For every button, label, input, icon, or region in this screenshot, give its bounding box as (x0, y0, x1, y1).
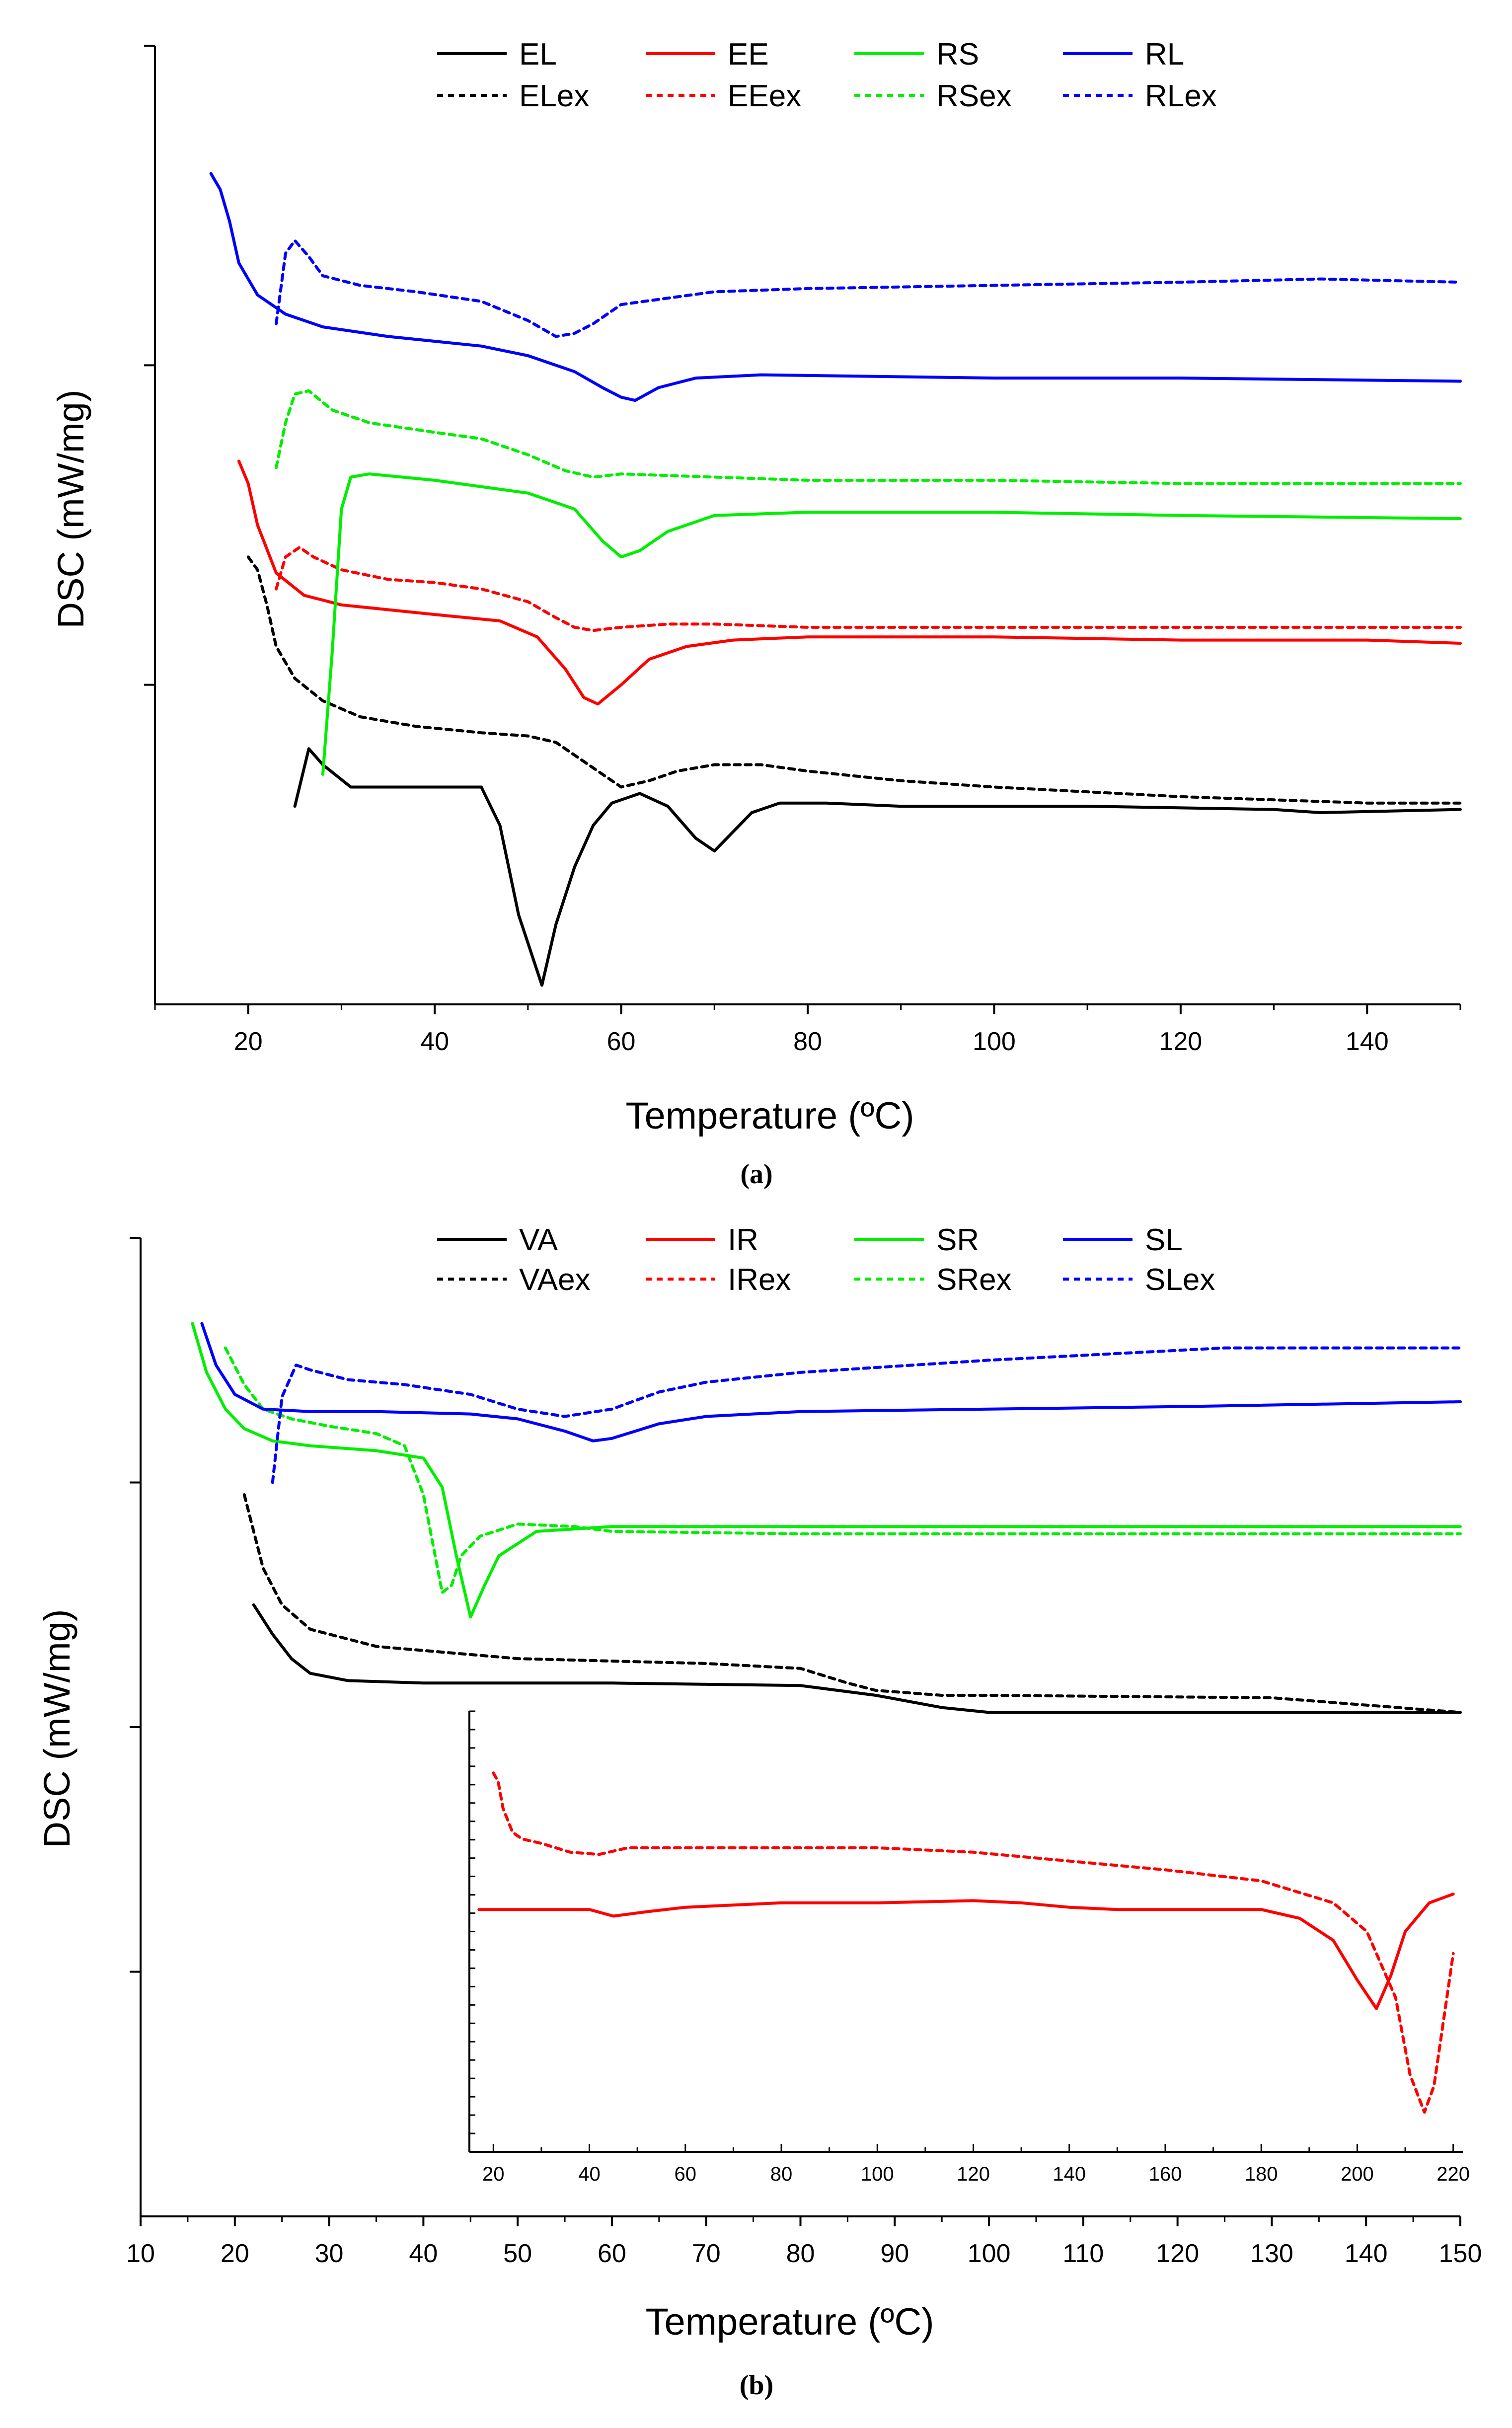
panel-a-series-rsex (275, 389, 1462, 485)
panel-a-legend-label-rs: RS (936, 37, 979, 72)
panel-b-x-tick-label: 30 (315, 2239, 344, 2268)
panel-b-legend-label-sr: SR (936, 1223, 979, 1257)
panel-b-x-tick-label: 120 (1156, 2239, 1199, 2268)
panel-a-x-tick-label: 80 (793, 1027, 822, 1056)
panel-a-legend-label-el: EL (519, 37, 557, 72)
panel-b-x-tick-label: 130 (1250, 2239, 1293, 2268)
panel-b-x-tick-label: 10 (126, 2239, 155, 2268)
panel-b-x-tick-label: 40 (409, 2239, 438, 2268)
panel-a-series-rl (209, 172, 1462, 402)
panel-b-legend-label-va: VA (519, 1223, 558, 1257)
panel-b-x-tick-label: 140 (1345, 2239, 1388, 2268)
inset-x-tick-label: 20 (482, 2163, 505, 2185)
panel-b-legend-label-sl: SL (1145, 1223, 1183, 1257)
panel-a-series-eeex (275, 546, 1462, 632)
panel-b-plot-area (191, 1322, 1462, 1714)
inset-x-tick-label: 80 (770, 2163, 793, 2185)
panel-a-plot-area (209, 172, 1462, 987)
panel-b-series-slex (271, 1346, 1462, 1484)
panel-a-x-tick-label: 60 (607, 1027, 636, 1056)
panel-a-series-el (293, 747, 1462, 987)
panel-a-x-axis-label: Temperature (ºC) (625, 1095, 914, 1137)
panel-a-legend-label-eeex: EEex (728, 79, 801, 113)
panel-a-x-tick-label: 40 (420, 1027, 449, 1056)
panel-a-label: (a) (740, 1159, 772, 1190)
panel-b-legend-label-irex: IRex (728, 1263, 791, 1297)
panel-b-legend-label-srex: SRex (936, 1263, 1012, 1297)
panel-b-y-axis-label: DSC (mW/mg) (36, 1609, 77, 1848)
inset-x-tick-label: 60 (675, 2163, 697, 2185)
panel-b-x-tick-label: 50 (503, 2239, 532, 2268)
panel-b-legend-label-ir: IR (728, 1223, 758, 1257)
inset-x-tick-label: 180 (1245, 2163, 1278, 2185)
panel-a-legend-label-rsex: RSex (936, 79, 1012, 113)
panel-a-x-tick-label: 120 (1159, 1027, 1202, 1056)
panel-b-inset: 20 40 60 80 100 120 140 160 180 200 220 (468, 1710, 1470, 2185)
panel-a-legend-label-ee: EE (728, 37, 769, 72)
panel-b-legend-label-vaex: VAex (519, 1263, 591, 1297)
panel-b-x-tick-label: 150 (1439, 2239, 1482, 2268)
panel-b-x-tick-label: 110 (1062, 2239, 1104, 2268)
panel-b-x-tick-label: 90 (880, 2239, 909, 2268)
panel-a-legend-label-rl: RL (1145, 37, 1184, 72)
inset-x-tick-label: 200 (1341, 2163, 1374, 2185)
panel-a-series-ee (237, 459, 1462, 706)
panel-b-x-tick-label: 100 (968, 2239, 1011, 2268)
panel-b: 10 20 30 40 50 60 70 80 90 100 110 120 130 140 150 VA I… (36, 1223, 1482, 2401)
panel-b-x-axis-label: Temperature (ºC) (645, 2301, 934, 2343)
panel-b-x-tick-label: 60 (598, 2239, 626, 2268)
panel-a-axes: 20 40 60 80 100 120 140 (144, 45, 1461, 1056)
panel-b-axes: 10 20 30 40 50 60 70 80 90 100 110 120 130 140 150 (126, 1237, 1482, 2268)
panel-a-series-rs (321, 472, 1462, 776)
panel-b-series-vaex (242, 1493, 1462, 1714)
panel-a-legend-label-rlex: RLex (1145, 79, 1217, 113)
inset-x-tick-label: 100 (861, 2163, 894, 2185)
panel-b-legend-label-slex: SLex (1145, 1263, 1215, 1297)
panel-a-x-tick-label: 20 (234, 1027, 263, 1056)
inset-x-tick-label: 40 (578, 2163, 601, 2185)
panel-a-legend-label-elex: ELex (519, 79, 589, 113)
panel-a-y-axis-label: DSC (mW/mg) (50, 390, 91, 629)
inset-x-tick-label: 220 (1436, 2163, 1470, 2185)
panel-b-label: (b) (740, 2370, 773, 2401)
panel-a-legend: EL EE RS RL ELex EEex RSex RLex (437, 37, 1217, 113)
panel-b-legend: VA IR SR SL VAex IRex SRex SLex (437, 1223, 1215, 1297)
panel-b-x-tick-label: 70 (692, 2239, 721, 2268)
panel-a-x-tick-label: 140 (1346, 1027, 1389, 1056)
panel-b-x-tick-label: 20 (221, 2239, 249, 2268)
inset-x-tick-label: 120 (957, 2163, 990, 2185)
inset-x-tick-label: 160 (1149, 2163, 1182, 2185)
panel-a-series-elex (246, 555, 1462, 805)
panel-b-series-va (252, 1603, 1462, 1714)
panel-b-x-tick-label: 80 (786, 2239, 815, 2268)
panel-b-series-srex (224, 1346, 1462, 1594)
inset-x-tick-label: 140 (1053, 2163, 1086, 2185)
inset-series-ir (477, 1893, 1455, 2010)
panel-b-series-sr (191, 1322, 1462, 1619)
panel-a: 20 40 60 80 100 120 140 EL EE RS RL ELex EEex RSex RL… (50, 37, 1462, 1190)
panel-a-series-rlex (275, 239, 1462, 338)
panel-b-series-sl (200, 1322, 1462, 1442)
inset-series-irex (492, 1771, 1455, 2114)
panel-a-x-tick-label: 100 (973, 1027, 1016, 1056)
